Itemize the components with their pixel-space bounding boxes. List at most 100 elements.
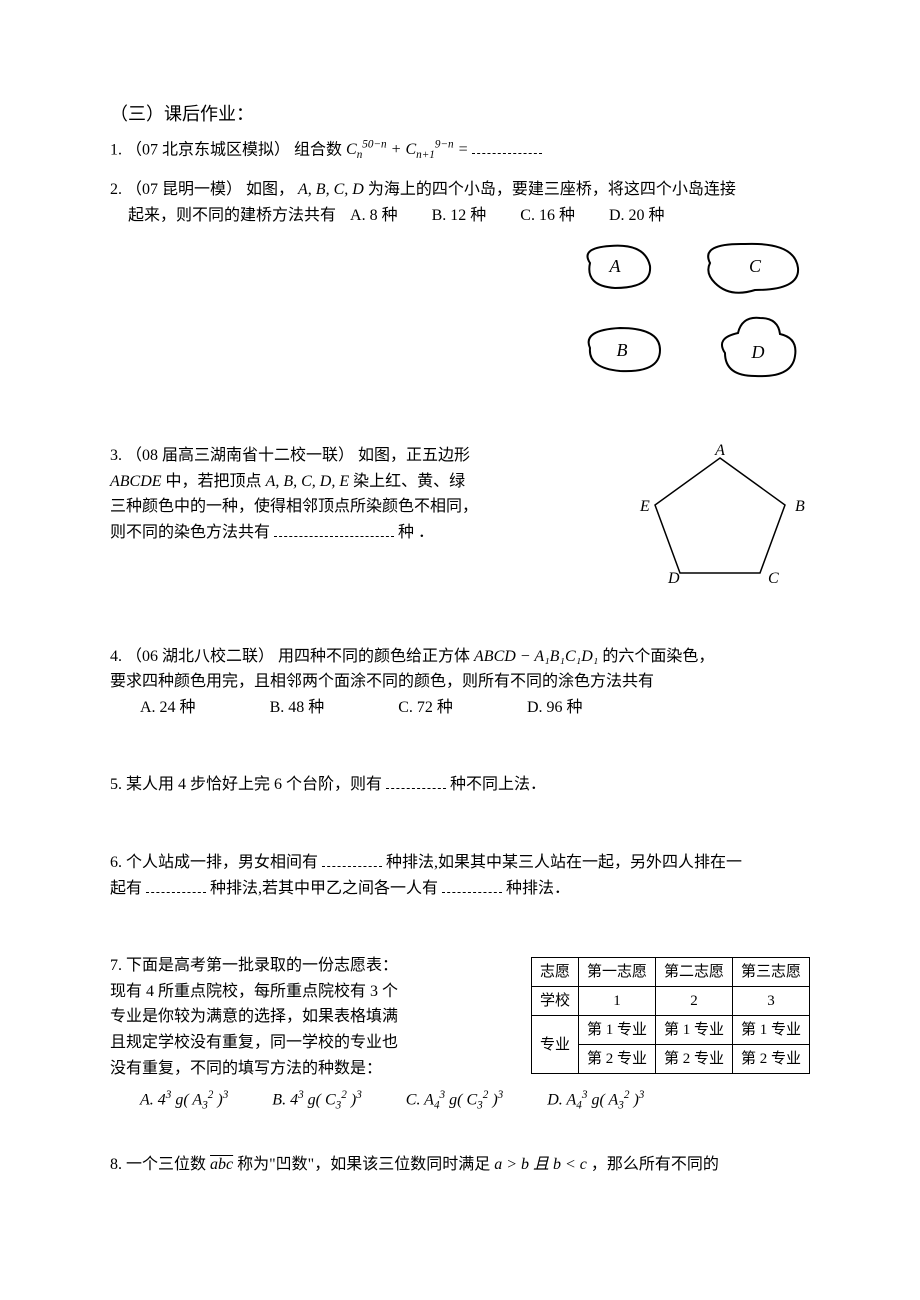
pentagon-svg: A B C D E <box>630 443 810 583</box>
q7-num: 7. <box>110 957 122 974</box>
pent-a: A <box>714 443 725 459</box>
q6-blank1 <box>322 850 382 867</box>
q6-text4: 种排法,若其中甲乙之间各一人有 <box>210 880 438 897</box>
q8-text3: ，那么所有不同的 <box>591 1156 719 1173</box>
q4-opt-c: C. 72 种 <box>398 695 453 721</box>
cell: 第 2 专业 <box>732 1045 809 1074</box>
q3-src: （08 届高三湖南省十二校一联） <box>126 447 354 464</box>
q1-num: 1. <box>110 141 122 158</box>
q2-text1: 如图， <box>246 181 294 198</box>
cell: 学校 <box>531 987 578 1016</box>
q7-options: A. 43 g( A32 )3 B. 43 g( C32 )3 C. A43 g… <box>110 1087 810 1115</box>
q4-text3: 要求四种颜色用完，且相邻两个面涂不同的颜色，则所有不同的涂色方法共有 <box>110 673 654 690</box>
question-8: 8. 一个三位数 abc 称为"凹数"，如果该三位数同时满足 a > b 且 b… <box>110 1152 810 1178</box>
cell: 2 <box>655 987 732 1016</box>
q4-src: （06 湖北八校二联） <box>126 648 274 665</box>
q3-shape: ABCDE <box>110 473 162 490</box>
q2-text3: 起来，则不同的建桥方法共有 <box>128 207 336 224</box>
cell: 1 <box>578 987 655 1016</box>
question-5: 5. 某人用 4 步恰好上完 6 个台阶，则有 种不同上法． <box>110 772 810 798</box>
q8-num: 8. <box>110 1156 122 1173</box>
q5-text1: 某人用 4 步恰好上完 6 个台阶，则有 <box>126 776 382 793</box>
q8-cond: a > b 且 b < c <box>494 1156 587 1173</box>
q6-blank2 <box>146 876 206 893</box>
q1-expr: Cn50−n + Cn+19−n = <box>346 141 468 158</box>
cell: 第 1 专业 <box>578 1016 655 1045</box>
q4-opt-a: A. 24 种 <box>140 695 196 721</box>
q4-text2: 的六个面染色， <box>602 648 714 665</box>
q4-text1: 用四种不同的颜色给正方体 <box>278 648 474 665</box>
table-row: 专业 第 1 专业 第 1 专业 第 1 专业 <box>531 1016 809 1045</box>
q4-opt-d: D. 96 种 <box>527 695 583 721</box>
q6-text1: 个人站成一排，男女相间有 <box>126 854 318 871</box>
q5-text2: 种不同上法． <box>450 776 546 793</box>
cell: 第三志愿 <box>732 958 809 987</box>
q3-text2: 中，若把顶点 <box>166 473 266 490</box>
q3-figure: A B C D E <box>630 443 810 592</box>
q6-text2: 种排法,如果其中某三人站在一起，另外四人排在一 <box>386 854 742 871</box>
q2-options: A. 8 种 B. 12 种 C. 16 种 D. 20 种 <box>350 207 695 224</box>
cell: 第 1 专业 <box>655 1016 732 1045</box>
cell: 第 2 专业 <box>655 1045 732 1074</box>
q6-blank3 <box>442 876 502 893</box>
table-row: 志愿 第一志愿 第二志愿 第三志愿 <box>531 958 809 987</box>
island-label-c: C <box>749 256 762 276</box>
section-title: （三）课后作业： <box>110 100 810 129</box>
q3-unit: 种 ． <box>398 524 434 541</box>
q3-verts: A, B, C, D, E <box>266 473 350 490</box>
q7-text3: 专业是你较为满意的选择，如果表格填满 <box>110 1008 398 1025</box>
pent-b: B <box>795 498 805 515</box>
q3-blank <box>274 520 394 537</box>
q2-figure: A C B D <box>560 238 810 407</box>
q3-text5: 则不同的染色方法共有 <box>110 524 270 541</box>
q2-islands: A, B, C, D <box>298 181 364 198</box>
q7-text2: 现有 4 所重点院校，每所重点院校有 3 个 <box>110 983 398 1000</box>
q3-text1: 如图，正五边形 <box>358 447 470 464</box>
question-3: A B C D E 3. （08 届高三湖南省十二校一联） 如图，正五边形 AB… <box>110 443 810 592</box>
cell: 第 1 专业 <box>732 1016 809 1045</box>
q4-opt-b: B. 48 种 <box>270 695 325 721</box>
q8-text1: 一个三位数 <box>126 1156 210 1173</box>
q4-cube: ABCD − A₁B₁C₁D₁ <box>474 648 598 665</box>
q7-opt-c: C. A43 g( C32 )3 <box>406 1087 503 1115</box>
q1-blank <box>472 137 542 154</box>
q1-text1: 组合数 <box>294 141 346 158</box>
q7-text4: 且规定学校没有重复，同一学校的专业也 <box>110 1034 398 1051</box>
q5-blank <box>386 772 446 789</box>
q5-num: 5. <box>110 776 122 793</box>
q3-num: 3. <box>110 447 122 464</box>
question-1: 1. （07 北京东城区模拟） 组合数 Cn50−n + Cn+19−n = <box>110 137 810 165</box>
q6-text5: 种排法． <box>506 880 570 897</box>
q7-text1: 下面是高考第一批录取的一份志愿表： <box>126 957 398 974</box>
q7-table-wrap: 志愿 第一志愿 第二志愿 第三志愿 学校 1 2 3 专业 第 1 专业 第 1… <box>531 953 810 1074</box>
q6-text3: 起有 <box>110 880 142 897</box>
island-label-b: B <box>617 340 628 360</box>
q2-opt-d: D. 20 种 <box>609 203 665 229</box>
question-4: 4. （06 湖北八校二联） 用四种不同的颜色给正方体 ABCD − A₁B₁C… <box>110 644 810 721</box>
q1-src: （07 北京东城区模拟） <box>126 141 290 158</box>
question-6: 6. 个人站成一排，男女相间有 种排法,如果其中某三人站在一起，另外四人排在一 … <box>110 850 810 901</box>
q3-text4: 三种颜色中的一种，使得相邻顶点所染颜色不相同， <box>110 498 478 515</box>
q2-opt-b: B. 12 种 <box>432 203 487 229</box>
q8-abc: abc <box>210 1156 233 1173</box>
q2-src: （07 昆明一模） <box>126 181 242 198</box>
q2-num: 2. <box>110 181 122 198</box>
q4-options: A. 24 种 B. 48 种 C. 72 种 D. 96 种 <box>110 695 810 721</box>
q2-opt-c: C. 16 种 <box>520 203 575 229</box>
cell: 3 <box>732 987 809 1016</box>
q2-text2: 为海上的四个小岛，要建三座桥，将这四个小岛连接 <box>368 181 736 198</box>
island-label-d: D <box>751 342 765 362</box>
island-label-a: A <box>609 256 622 276</box>
islands-svg: A C B D <box>560 238 810 398</box>
question-7: 7. 下面是高考第一批录取的一份志愿表： 现有 4 所重点院校，每所重点院校有 … <box>110 953 810 1115</box>
q7-opt-d: D. A43 g( A32 )3 <box>547 1087 644 1115</box>
pent-d: D <box>667 570 680 583</box>
q2-opt-a: A. 8 种 <box>350 203 398 229</box>
q3-text3: 染上红、黄、绿 <box>353 473 465 490</box>
q4-num: 4. <box>110 648 122 665</box>
q2-line2: 起来，则不同的建桥方法共有 A. 8 种 B. 12 种 C. 16 种 D. … <box>110 207 695 224</box>
q7-opt-b: B. 43 g( C32 )3 <box>272 1087 361 1115</box>
q6-num: 6. <box>110 854 122 871</box>
q7-text-col: 7. 下面是高考第一批录取的一份志愿表： 现有 4 所重点院校，每所重点院校有 … <box>110 953 511 1081</box>
q7-text5: 没有重复，不同的填写方法的种数是： <box>110 1060 382 1077</box>
